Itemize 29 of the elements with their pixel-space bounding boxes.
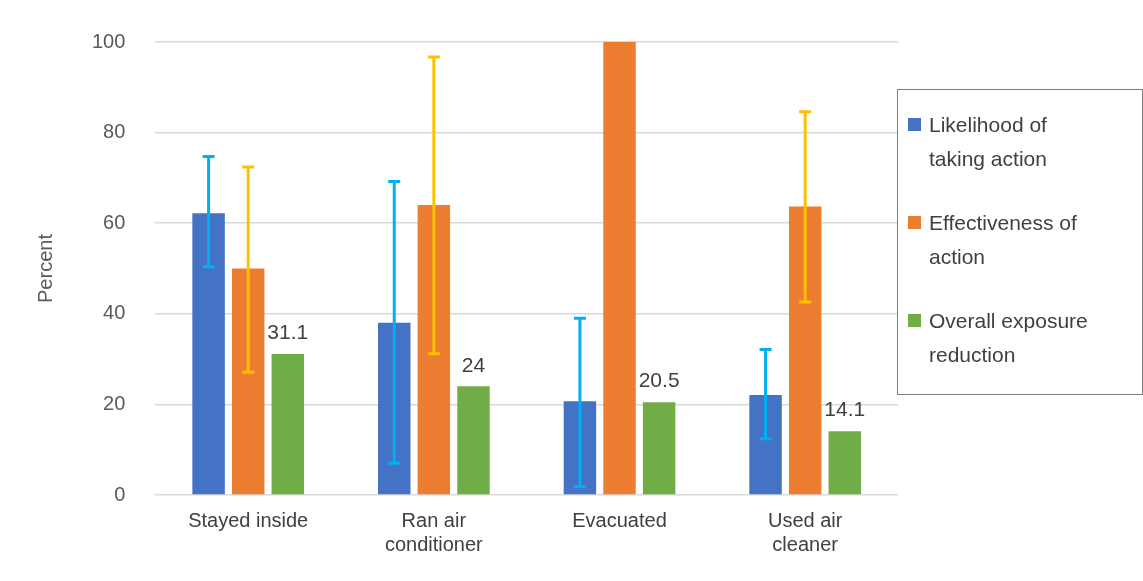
bar — [271, 354, 305, 495]
bar — [788, 206, 822, 495]
legend-label: Effectiveness of action — [929, 210, 1078, 270]
data-label: 24 — [461, 352, 486, 376]
y-tick-label: 0 — [114, 482, 126, 505]
bar — [417, 205, 451, 495]
y-axis-title: Percent — [33, 233, 56, 303]
x-tick-label: Evacuated — [572, 508, 667, 531]
data-label: 14.1 — [824, 397, 866, 421]
y-tick-label: 80 — [103, 120, 126, 143]
x-tick-label: Ran air conditioner — [384, 508, 484, 555]
x-tick-label: Stayed inside — [188, 508, 309, 531]
bar — [378, 322, 411, 495]
bar — [192, 213, 225, 495]
x-tick-label: Used air cleaner — [767, 508, 843, 555]
data-label: 31.1 — [267, 320, 309, 344]
bar — [828, 431, 862, 495]
bar — [457, 386, 490, 495]
data-label: 20.5 — [638, 368, 680, 392]
y-tick-label: 40 — [103, 301, 126, 324]
y-tick-label: 20 — [103, 391, 126, 414]
bar — [749, 394, 782, 495]
bar — [603, 42, 636, 495]
legend-label: Overall exposure reduction — [929, 308, 1089, 368]
legend-label: Likelihood of taking action — [929, 112, 1048, 172]
bar — [231, 268, 265, 495]
y-tick-label: 60 — [103, 210, 126, 233]
y-tick-label: 100 — [91, 29, 126, 52]
bar — [642, 402, 676, 495]
